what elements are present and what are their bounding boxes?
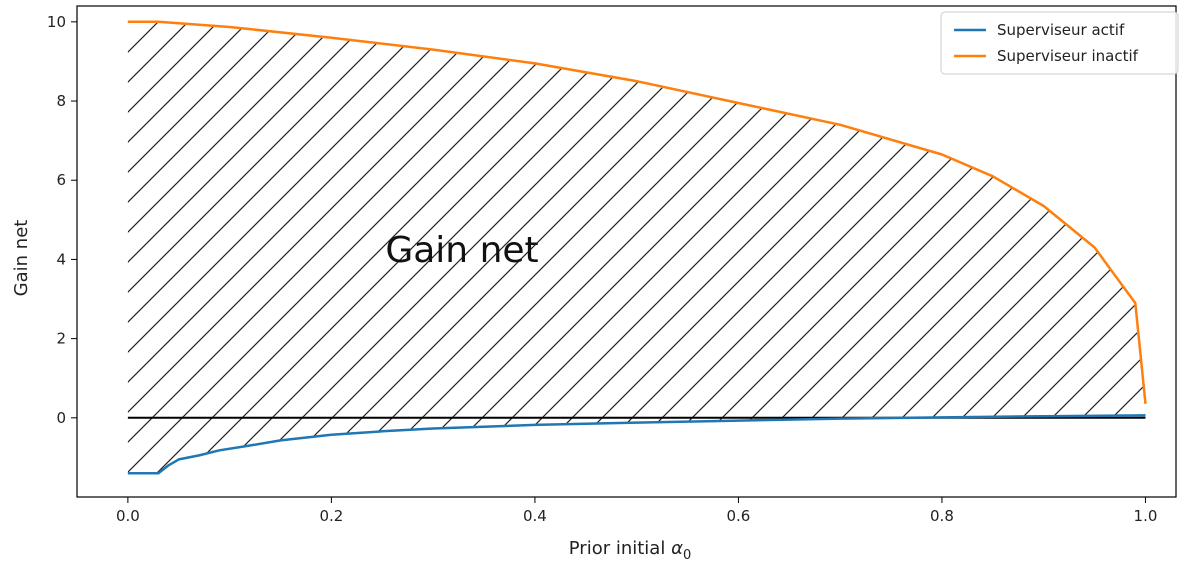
y-tick-label: 2 [56,330,66,348]
x-tick-label: 0.4 [523,507,547,525]
y-tick-label: 8 [56,92,66,110]
y-axis-label: Gain net [11,220,32,297]
x-axis-label-text: Prior initial [569,538,666,559]
legend-label-superviseur-inactif: Superviseur inactif [997,47,1139,65]
plot-frame [76,5,1177,498]
x-tick-label: 0.2 [319,507,343,525]
y-tick-label: 10 [47,13,66,31]
y-tick-label: 6 [56,171,66,189]
series-line-1 [127,20,1147,405]
series-line-0 [127,414,1146,475]
legend-label-superviseur-actif: Superviseur actif [997,21,1125,39]
x-tick-label: 0.8 [930,507,954,525]
y-tick-label: 0 [56,409,66,427]
legend: Superviseur actif Superviseur inactif [940,11,1179,75]
x-tick-label: 1.0 [1134,507,1158,525]
x-tick-label: 0.0 [116,507,140,525]
hatched-region [127,21,1146,474]
x-axis-label: Prior initial α0 [569,538,691,563]
x-axis-label-subscript: 0 [683,548,691,563]
annotation-gain-net: Gain net [385,230,538,271]
legend-box [940,11,1179,75]
x-axis-label-symbol: α [671,538,683,559]
x-tick-label: 0.6 [727,507,751,525]
y-tick-label: 4 [56,250,66,268]
